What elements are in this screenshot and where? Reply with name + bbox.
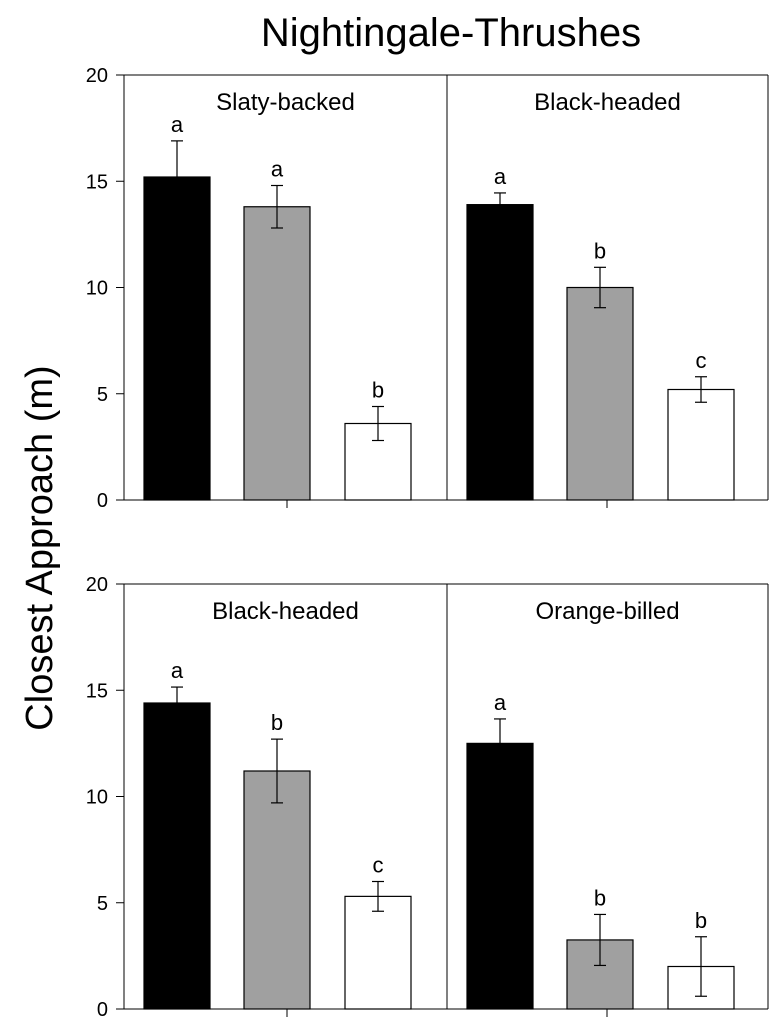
- significance-letter: b: [372, 378, 384, 403]
- significance-letter: b: [594, 885, 606, 910]
- bar: [466, 204, 534, 501]
- y-tick-label: 15: [86, 680, 108, 702]
- y-tick-label: 5: [97, 384, 108, 406]
- y-tick-label: 20: [86, 65, 108, 87]
- significance-letter: a: [171, 112, 184, 137]
- significance-letter: c: [373, 853, 384, 878]
- y-tick-label: 5: [97, 893, 108, 915]
- bar: [667, 388, 735, 501]
- panel-1-1: Slaty-backed a a b: [143, 89, 412, 501]
- y-tick-label: 10: [86, 278, 108, 300]
- y-tick-label: 0: [97, 999, 108, 1020]
- plot-area: 0 5 10 15 20 Slaty-backed a a b Black-headed a b c 0 5…: [86, 65, 769, 1020]
- panel-title: Black-headed: [212, 598, 359, 625]
- chart-row-1: 0 5 10 15 20 Slaty-backed a a b Black-headed a b c: [86, 65, 769, 512]
- panel-title: Black-headed: [534, 89, 681, 116]
- panel-1-2: Black-headed a b c: [466, 89, 735, 501]
- bar: [143, 176, 211, 501]
- panel-title: Slaty-backed: [216, 89, 355, 116]
- bar: [344, 895, 412, 1010]
- chart-row-2: 0 5 10 15 20 Black-headed a b c Orange-billed a b b: [86, 574, 769, 1020]
- significance-letter: a: [494, 164, 507, 189]
- bar: [143, 702, 211, 1010]
- y-tick-label: 20: [86, 574, 108, 596]
- panel-title: Orange-billed: [535, 598, 679, 625]
- bar: [243, 770, 311, 1010]
- bar: [566, 286, 634, 501]
- significance-letter: a: [171, 658, 184, 683]
- bar: [466, 742, 534, 1010]
- significance-letter: a: [494, 690, 507, 715]
- significance-letter: b: [594, 238, 606, 263]
- significance-letter: b: [271, 710, 283, 735]
- bar: [243, 206, 311, 501]
- panel-2-2: Orange-billed a b b: [466, 598, 735, 1010]
- chart-title: Nightingale-Thrushes: [261, 11, 641, 55]
- significance-letter: a: [271, 157, 284, 182]
- panel-2-1: Black-headed a b c: [143, 598, 412, 1010]
- significance-letter: c: [696, 348, 707, 373]
- y-axis-label: Closest Approach (m): [19, 365, 61, 730]
- y-tick-label: 15: [86, 171, 108, 193]
- y-tick-label: 10: [86, 787, 108, 809]
- y-tick-label: 0: [97, 490, 108, 512]
- significance-letter: b: [695, 908, 707, 933]
